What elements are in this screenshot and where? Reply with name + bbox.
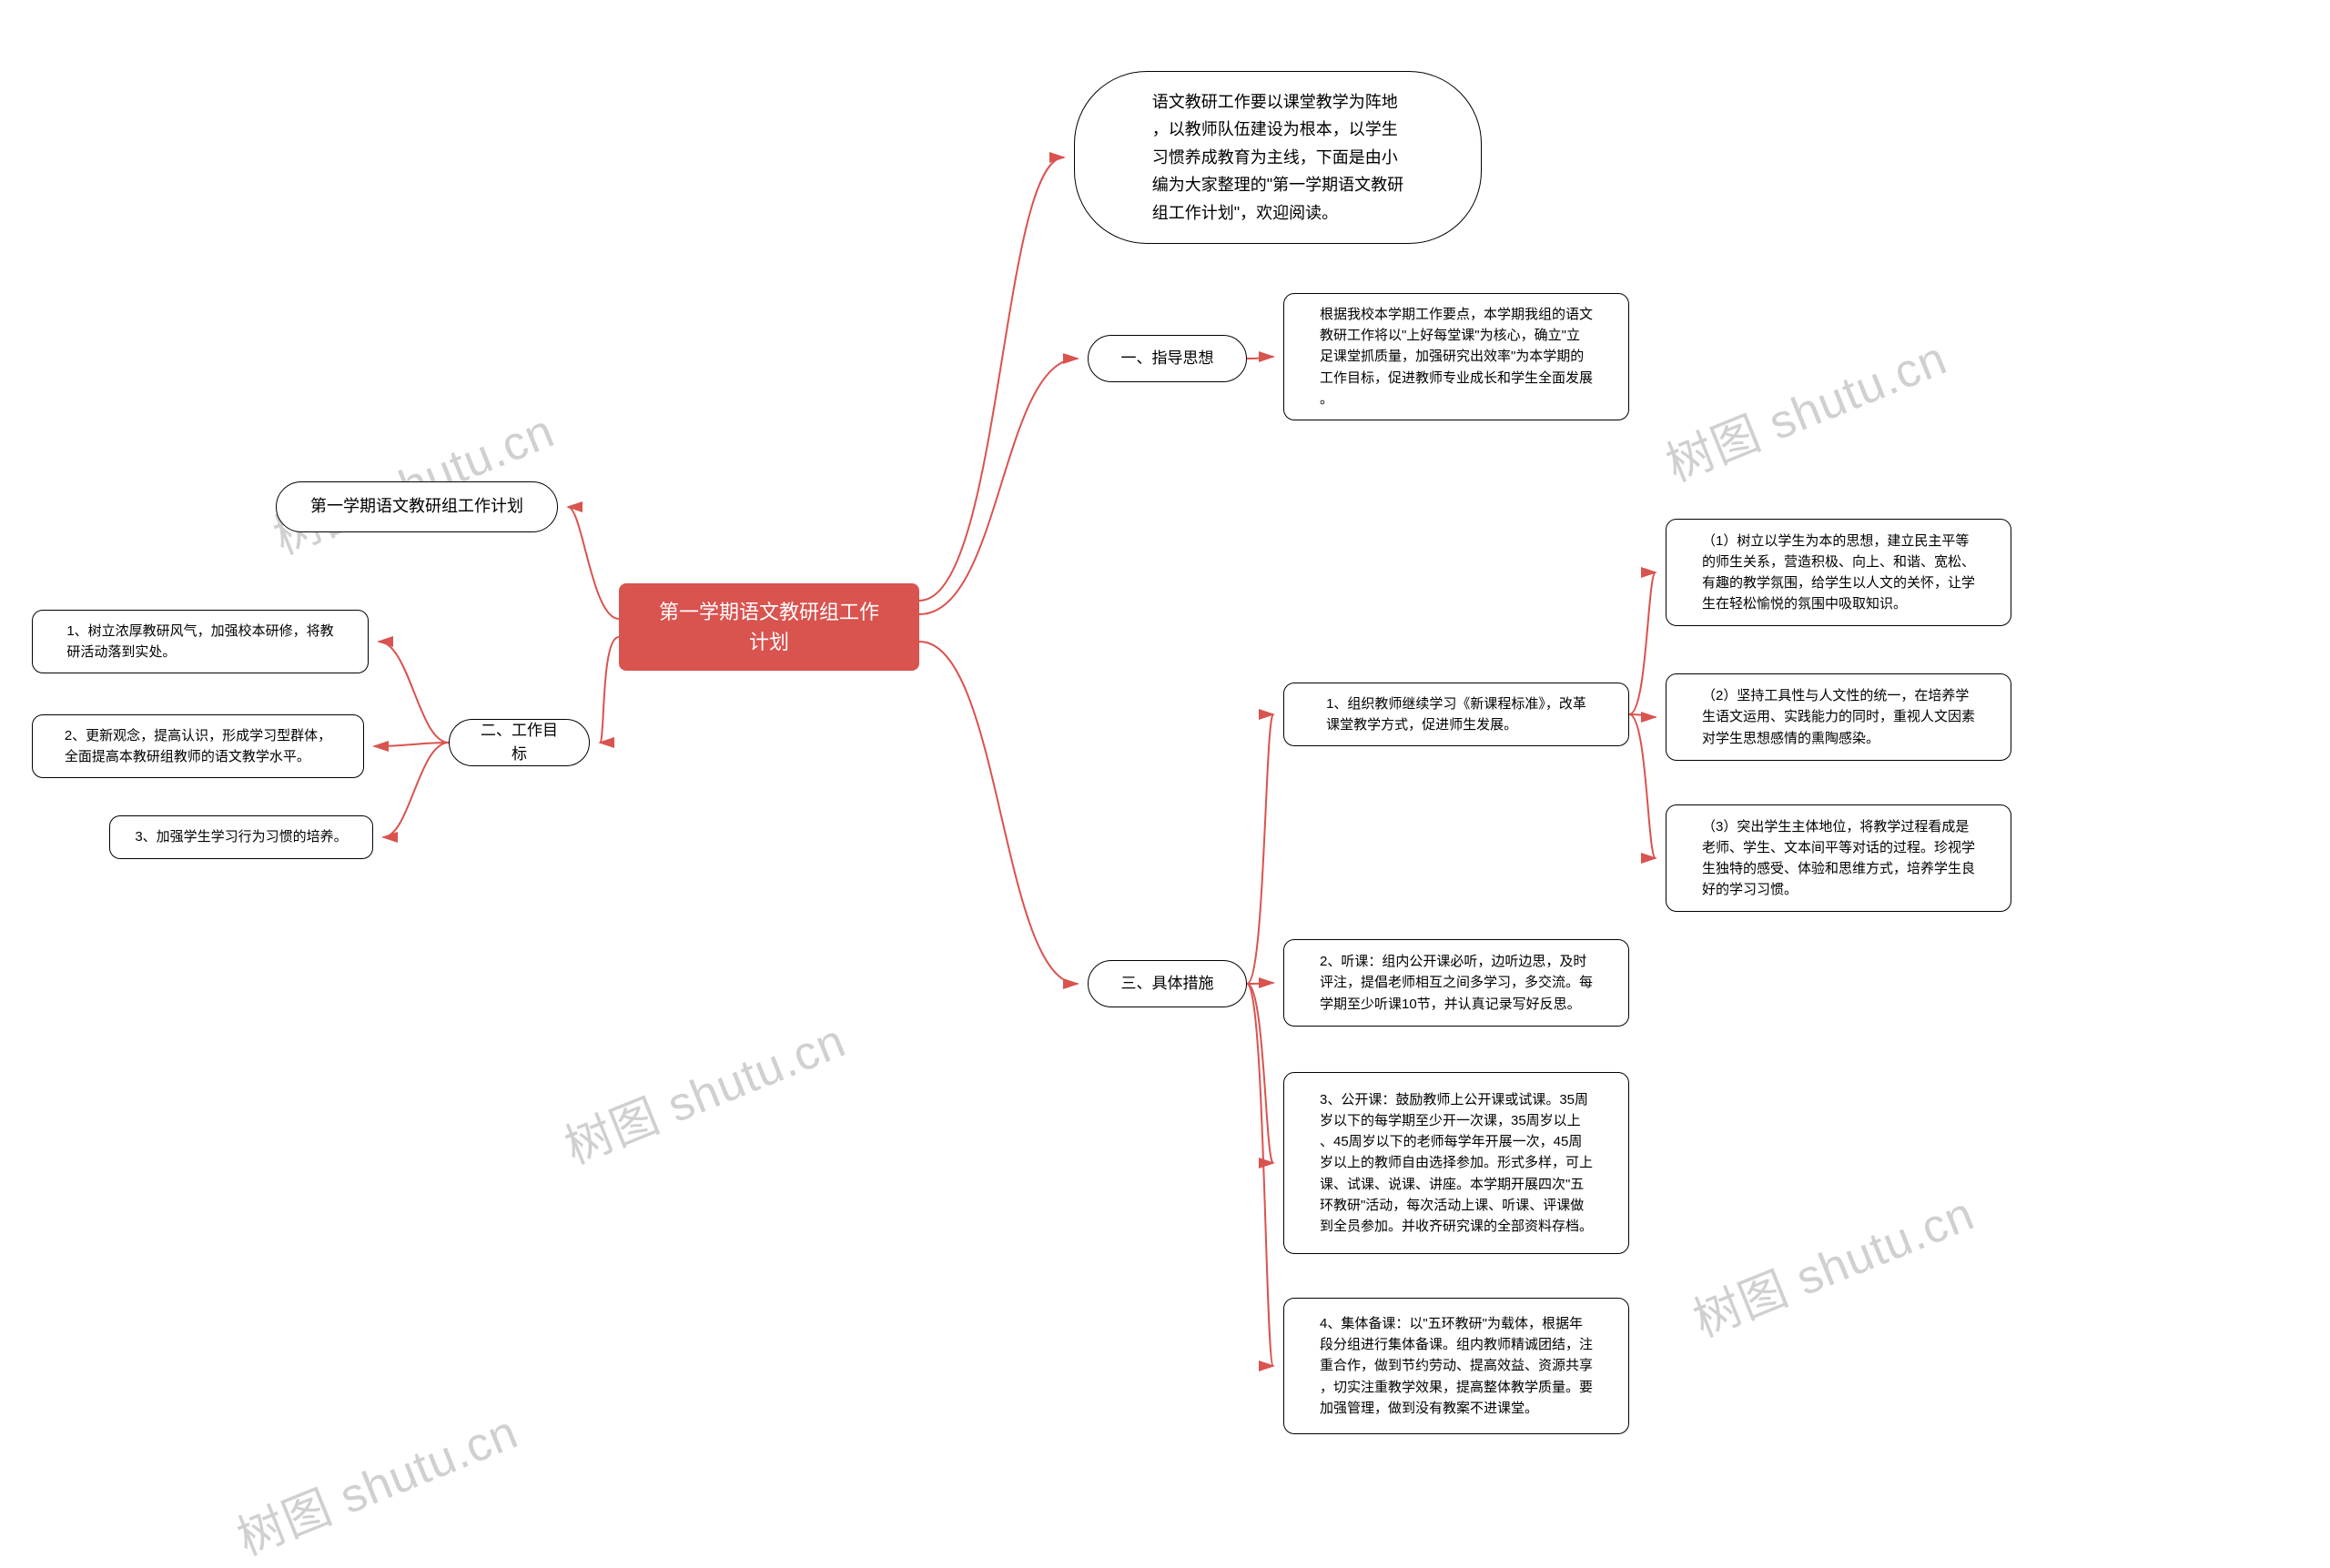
watermark: 树图 shutu.cn [226, 1394, 526, 1568]
left-title-node[interactable]: 第一学期语文教研组工作计划 [276, 481, 558, 532]
section3-item-4-text: 4、集体备课：以"五环教研"为载体，根据年段分组进行集体备课。组内教师精诚团结，… [1320, 1313, 1593, 1419]
section3-item-2-text: 2、听课：组内公开课必听，边听边思，及时评注，提倡老师相互之间多学习，多交流。每… [1320, 951, 1593, 1015]
watermark: 树图 shutu.cn [553, 1003, 854, 1178]
section3-item-1-child-1-text: （1）树立以学生为本的思想，建立民主平等的师生关系，营造积极、向上、和谐、宽松、… [1702, 531, 1975, 615]
section3-item-1-child-3-text: （3）突出学生主体地位，将教学过程看成是老师、学生、文本间平等对话的过程。珍视学… [1702, 816, 1975, 901]
left-goals-item-3-text: 3、加强学生学习行为习惯的培养。 [135, 826, 347, 847]
intro-node[interactable]: 语文教研工作要以课堂教学为阵地，以教师队伍建设为根本，以学生习惯养成教育为主线，… [1074, 71, 1482, 244]
section3-item-1-child-1[interactable]: （1）树立以学生为本的思想，建立民主平等的师生关系，营造积极、向上、和谐、宽松、… [1666, 519, 2011, 626]
left-goals-item-1[interactable]: 1、树立浓厚教研风气，加强校本研修，将教研活动落到实处。 [32, 610, 369, 673]
left-goals-item-2-text: 2、更新观念，提高认识，形成学习型群体，全面提高本教研组教师的语文教学水平。 [65, 725, 331, 768]
section3-item-1[interactable]: 1、组织教师继续学习《新课程标准》，改革课堂教学方式，促进师生发展。 [1283, 683, 1629, 746]
section3-item-1-child-3[interactable]: （3）突出学生主体地位，将教学过程看成是老师、学生、文本间平等对话的过程。珍视学… [1666, 804, 2011, 912]
section3-item-1-child-2[interactable]: （2）坚持工具性与人文性的统一，在培养学生语文运用、实践能力的同时，重视人文因素… [1666, 673, 2011, 761]
section1-label-text: 一、指导思想 [1121, 347, 1214, 370]
section3-label-text: 三、具体措施 [1121, 972, 1214, 996]
section1-label[interactable]: 一、指导思想 [1088, 335, 1247, 382]
left-goals-item-3[interactable]: 3、加强学生学习行为习惯的培养。 [109, 815, 373, 859]
watermark: 树图 shutu.cn [1655, 320, 1955, 495]
root-text: 第一学期语文教研组工作计划 [659, 597, 879, 657]
left-goals-label-text: 二、工作目标 [479, 719, 560, 767]
watermark: 树图 shutu.cn [1682, 1176, 1982, 1351]
left-goals-item-1-text: 1、树立浓厚教研风气，加强校本研修，将教研活动落到实处。 [66, 621, 333, 663]
left-goals-label[interactable]: 二、工作目标 [449, 719, 590, 766]
watermark: 树图 shutu.cn [262, 393, 562, 568]
mindmap-canvas: 树图 shutu.cn 树图 shutu.cn 树图 shutu.cn 树图 s… [0, 0, 2330, 1482]
section3-item-1-child-2-text: （2）坚持工具性与人文性的统一，在培养学生语文运用、实践能力的同时，重视人文因素… [1702, 685, 1975, 749]
section3-item-1-text: 1、组织教师继续学习《新课程标准》，改革课堂教学方式，促进师生发展。 [1326, 693, 1586, 736]
section3-item-2[interactable]: 2、听课：组内公开课必听，边听边思，及时评注，提倡老师相互之间多学习，多交流。每… [1283, 939, 1629, 1027]
intro-text: 语文教研工作要以课堂教学为阵地，以教师队伍建设为根本，以学生习惯养成教育为主线，… [1152, 88, 1403, 228]
section3-label[interactable]: 三、具体措施 [1088, 960, 1247, 1007]
section1-body[interactable]: 根据我校本学期工作要点，本学期我组的语文教研工作将以"上好每堂课"为核心，确立"… [1283, 293, 1629, 420]
section3-item-3-text: 3、公开课：鼓励教师上公开课或试课。35周岁以下的每学期至少开一次课，35周岁以… [1320, 1089, 1593, 1238]
left-title-text: 第一学期语文教研组工作计划 [310, 494, 523, 520]
section3-item-3[interactable]: 3、公开课：鼓励教师上公开课或试课。35周岁以下的每学期至少开一次课，35周岁以… [1283, 1072, 1629, 1254]
left-goals-item-2[interactable]: 2、更新观念，提高认识，形成学习型群体，全面提高本教研组教师的语文教学水平。 [32, 714, 364, 778]
section3-item-4[interactable]: 4、集体备课：以"五环教研"为载体，根据年段分组进行集体备课。组内教师精诚团结，… [1283, 1298, 1629, 1434]
section1-body-text: 根据我校本学期工作要点，本学期我组的语文教研工作将以"上好每堂课"为核心，确立"… [1320, 304, 1593, 410]
root-node[interactable]: 第一学期语文教研组工作计划 [619, 583, 919, 671]
